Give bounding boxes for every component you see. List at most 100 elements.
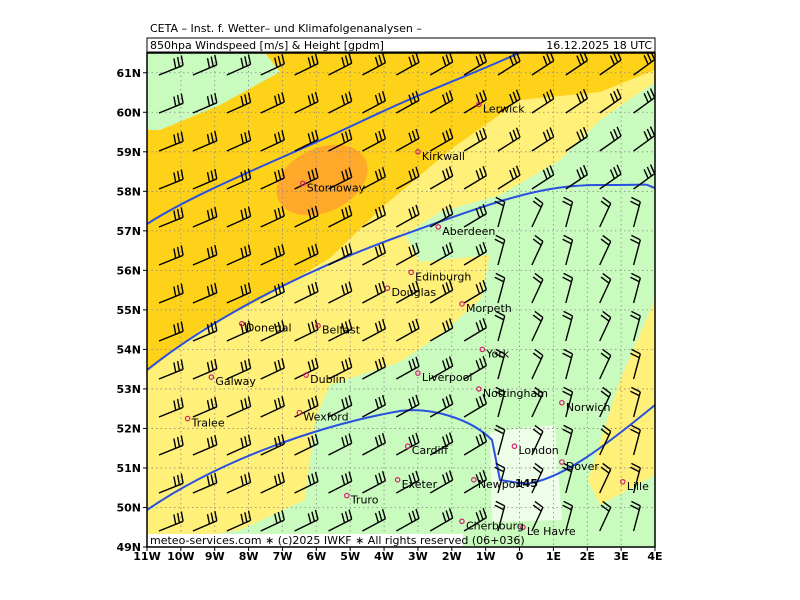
city-label: Edinburgh	[415, 270, 471, 283]
wind-barb	[260, 130, 285, 152]
city-label: Le Havre	[527, 525, 576, 538]
wind-barb	[362, 91, 387, 114]
city-label: Tralee	[191, 417, 225, 430]
wind-barb	[158, 131, 184, 152]
wind-barb	[531, 272, 544, 304]
wind-barb	[395, 470, 420, 494]
wind-barb	[260, 434, 285, 456]
city-label: Lille	[627, 480, 649, 493]
wind-barb	[429, 166, 454, 190]
wind-barb	[226, 92, 252, 114]
city-marker	[239, 320, 245, 327]
y-tick-label: 58N	[116, 185, 141, 198]
wind-barb	[226, 396, 252, 418]
wind-barb	[362, 243, 387, 266]
city-label: Cardiff	[412, 444, 449, 457]
wind-barb	[158, 169, 184, 190]
x-tick-label: 7W	[273, 550, 293, 563]
x-tick-label: 2E	[580, 550, 595, 563]
wind-barb	[463, 355, 488, 380]
wind-barb	[158, 397, 184, 418]
city-marker	[184, 415, 191, 422]
wind-barb	[429, 508, 454, 532]
wind-barb	[362, 471, 387, 494]
city-label: Galway	[215, 375, 256, 388]
city-label: Exeter	[402, 478, 438, 491]
wind-barb	[599, 88, 622, 114]
city-marker	[404, 443, 411, 450]
wind-barb	[463, 317, 488, 342]
wind-barb	[565, 164, 589, 190]
wind-barb	[158, 55, 184, 76]
wind-barb	[599, 272, 612, 304]
city-marker	[299, 180, 306, 187]
wind-barb	[630, 348, 641, 380]
y-tick-label: 54N	[116, 343, 141, 356]
city-label: Newport	[478, 478, 525, 491]
wind-barb	[599, 500, 612, 532]
datetime: 16.12.2025 18 UTC	[546, 39, 652, 52]
wind-barb	[562, 310, 574, 342]
wind-barb	[630, 424, 641, 456]
wind-barb	[158, 207, 184, 228]
y-tick-label: 57N	[116, 225, 141, 238]
wind-barb	[531, 196, 544, 228]
field-low-nw	[147, 53, 280, 130]
wind-barb	[192, 434, 218, 456]
field-max	[276, 144, 368, 216]
city-label: Douglas	[391, 286, 436, 299]
wind-barb	[158, 435, 184, 456]
wind-barb	[328, 471, 353, 494]
wind-barb	[362, 509, 387, 532]
wind-barb	[531, 424, 544, 456]
wind-barb	[494, 272, 506, 304]
wind-barb	[531, 348, 544, 380]
city-label: Norwich	[566, 401, 611, 414]
city-label: Belfast	[322, 324, 361, 337]
wind-barb	[328, 319, 353, 342]
wind-barb	[531, 89, 555, 114]
wind-barb	[158, 473, 184, 494]
wind-barb	[630, 272, 641, 304]
wind-barb	[395, 128, 420, 152]
city-marker	[559, 399, 565, 406]
wind-barb	[395, 356, 420, 380]
wind-barb	[260, 92, 285, 114]
wind-barb	[192, 282, 218, 304]
wind-barb	[226, 206, 252, 228]
wind-barb	[294, 91, 319, 114]
wind-barb	[633, 164, 655, 190]
x-tick-label: 11W	[133, 550, 160, 563]
city-label: Stornoway	[307, 181, 366, 194]
wind-barb	[562, 386, 574, 418]
wind-barb	[494, 310, 506, 342]
y-tick-label: 51N	[116, 462, 141, 475]
city-marker	[476, 386, 482, 392]
city-marker	[384, 285, 391, 291]
wind-barb	[463, 165, 488, 190]
wind-barb	[226, 130, 252, 152]
wind-barb	[362, 433, 387, 456]
wind-barb	[429, 356, 454, 380]
x-tick-label: 1W	[476, 550, 496, 563]
wind-barb	[463, 127, 488, 152]
wind-barb	[599, 310, 612, 342]
wind-barb	[260, 510, 285, 532]
wind-barb	[630, 234, 641, 266]
wind-barb	[328, 167, 353, 190]
wind-barb	[158, 359, 184, 380]
wind-barb	[192, 358, 218, 380]
wind-barb	[633, 53, 655, 76]
wind-barb	[494, 386, 506, 418]
wind-barb	[395, 204, 420, 228]
city-marker	[520, 524, 526, 531]
wind-barb	[192, 396, 218, 418]
wind-barb	[260, 358, 285, 380]
wind-barb	[562, 462, 574, 494]
wind-barb	[192, 206, 218, 228]
wind-barb	[531, 127, 555, 152]
wind-barb	[565, 53, 589, 76]
wind-barb	[328, 53, 353, 76]
wind-barb	[362, 205, 387, 228]
wind-barb	[463, 507, 488, 532]
